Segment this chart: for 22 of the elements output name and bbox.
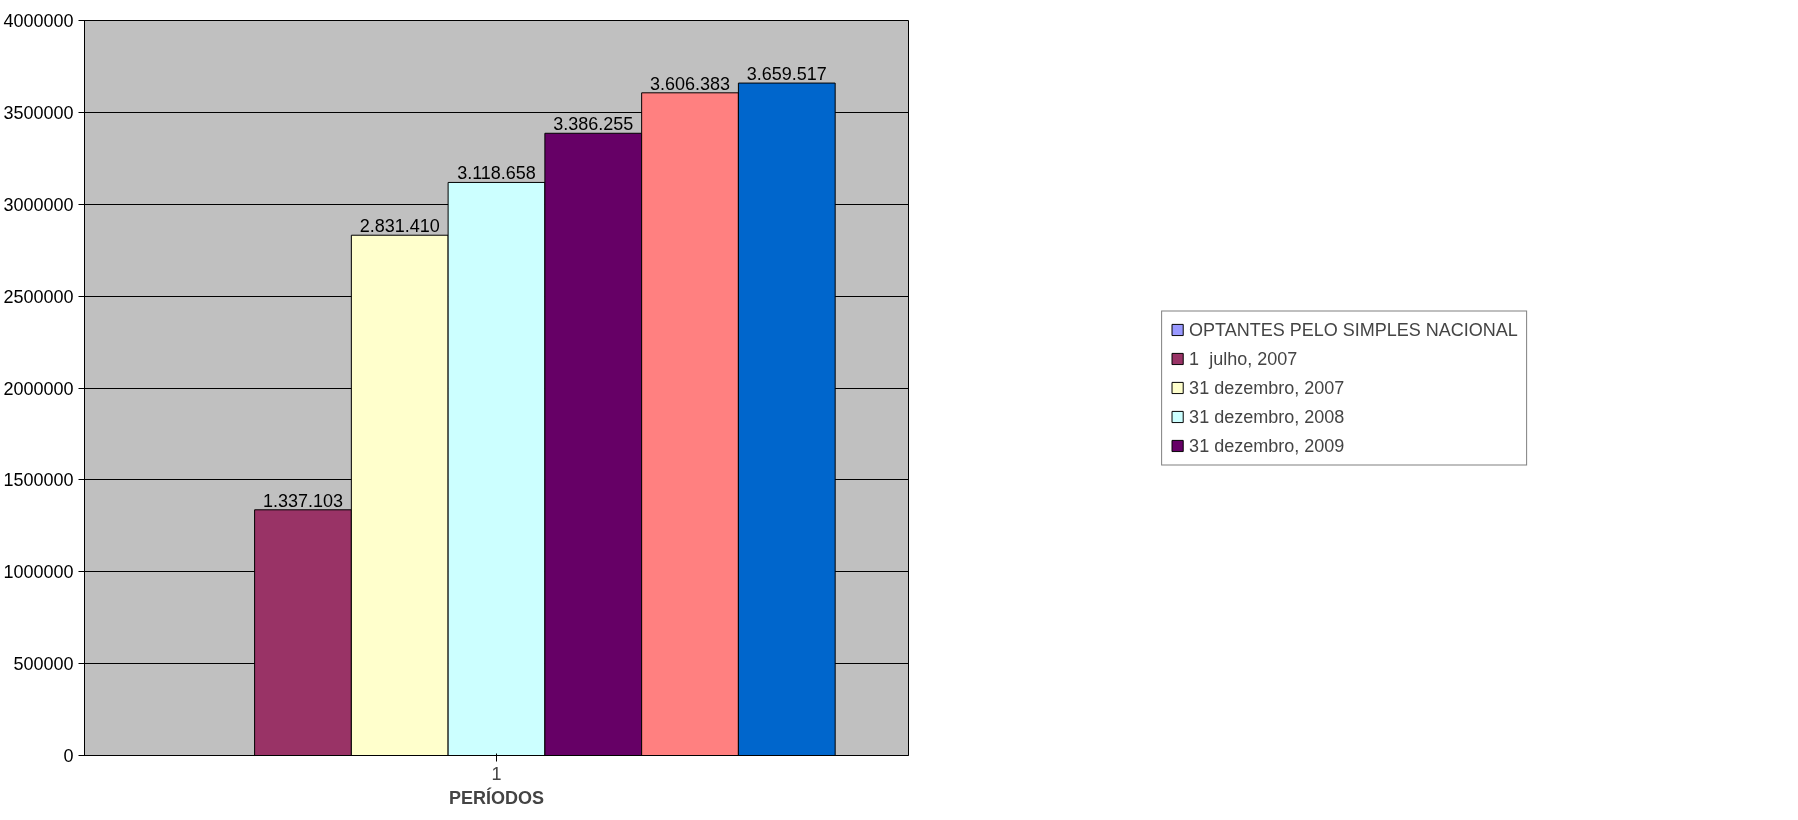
y-tick-label: 0 xyxy=(63,746,74,766)
legend-label: 31 dezembro, 2007 xyxy=(1189,377,1346,398)
y-tick-label: 500000 xyxy=(13,654,74,675)
data-label: 1.337.103 xyxy=(262,490,344,511)
y-tick-label: 3500000 xyxy=(3,102,74,123)
y-tick-label: 1000000 xyxy=(3,562,74,583)
data-label: 3.386.255 xyxy=(553,114,634,135)
y-tick-label: 4000000 xyxy=(3,11,74,31)
data-label: 3.659.517 xyxy=(746,64,827,85)
x-tick-label: 1 xyxy=(491,763,502,784)
y-tick-label: 2000000 xyxy=(3,378,74,399)
data-label: 2.831.410 xyxy=(359,216,440,237)
y-tick-label: 2500000 xyxy=(3,286,74,307)
legend-label: 31 dezembro, 2008 xyxy=(1189,406,1346,427)
y-tick-label: 1500000 xyxy=(3,470,74,491)
data-label: 3.118.658 xyxy=(457,163,536,184)
data-label: 3.606.383 xyxy=(649,73,731,94)
legend-label: 1 julho, 2007 xyxy=(1189,348,1299,369)
legend-label: 31 dezembro, 2009 xyxy=(1189,435,1346,456)
x-axis-title: PERÍODOS xyxy=(448,786,545,808)
legend-label: OPTANTES PELO SIMPLES NACIONAL xyxy=(1189,319,1518,340)
y-tick-label: 3000000 xyxy=(3,194,74,215)
